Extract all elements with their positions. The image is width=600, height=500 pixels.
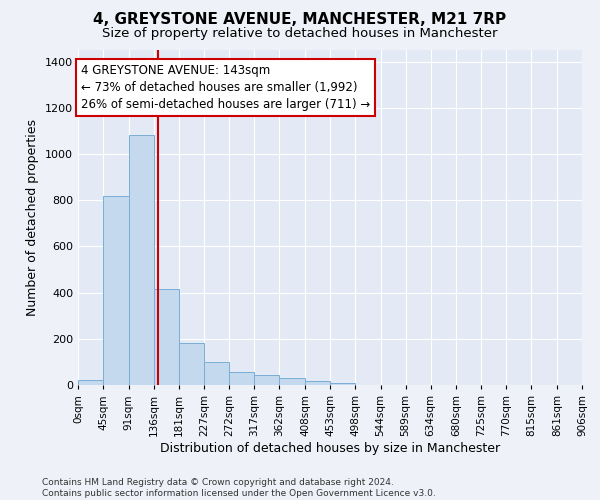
Bar xyxy=(229,372,254,385)
Bar xyxy=(78,380,103,385)
Bar xyxy=(280,378,305,385)
Text: 4, GREYSTONE AVENUE, MANCHESTER, M21 7RP: 4, GREYSTONE AVENUE, MANCHESTER, M21 7RP xyxy=(94,12,506,28)
Bar xyxy=(103,196,128,385)
Text: Contains HM Land Registry data © Crown copyright and database right 2024.
Contai: Contains HM Land Registry data © Crown c… xyxy=(42,478,436,498)
Bar xyxy=(254,374,280,385)
Text: Size of property relative to detached houses in Manchester: Size of property relative to detached ho… xyxy=(102,28,498,40)
Y-axis label: Number of detached properties: Number of detached properties xyxy=(26,119,40,316)
Bar xyxy=(330,383,355,385)
Bar xyxy=(305,381,330,385)
X-axis label: Distribution of detached houses by size in Manchester: Distribution of detached houses by size … xyxy=(160,442,500,454)
Bar xyxy=(154,289,179,385)
Bar xyxy=(179,344,204,385)
Text: 4 GREYSTONE AVENUE: 143sqm
← 73% of detached houses are smaller (1,992)
26% of s: 4 GREYSTONE AVENUE: 143sqm ← 73% of deta… xyxy=(81,64,370,111)
Bar xyxy=(128,136,154,385)
Bar xyxy=(204,362,229,385)
